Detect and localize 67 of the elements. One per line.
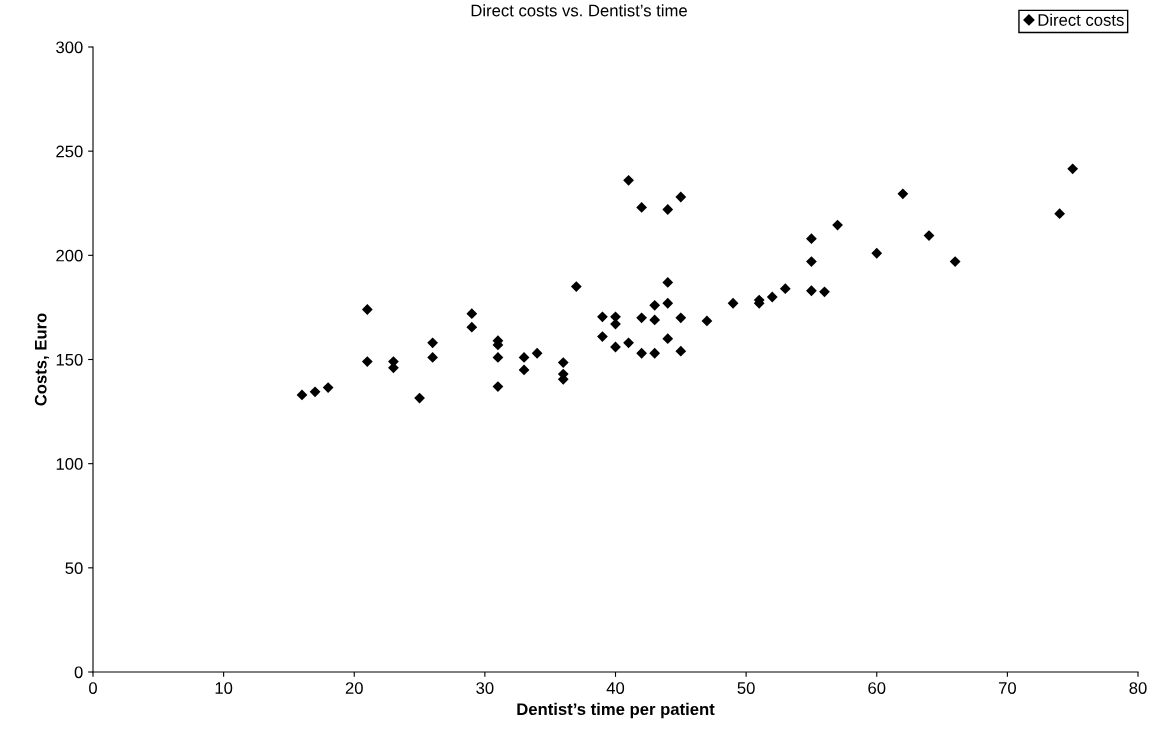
y-axis-title: Costs, Euro — [34, 313, 50, 406]
point — [649, 314, 661, 326]
x-tick-label: 60 — [868, 682, 886, 694]
y-tick-label: 250 — [56, 145, 83, 158]
point — [427, 352, 438, 363]
y-tick-label: 50 — [65, 562, 83, 575]
point — [636, 202, 647, 213]
x-tick-label: 70 — [998, 682, 1016, 694]
y-tick-label: 300 — [56, 41, 83, 54]
point — [949, 256, 961, 267]
point — [636, 312, 647, 324]
point — [361, 304, 373, 315]
x-tick-label: 30 — [476, 682, 494, 694]
point — [806, 233, 817, 245]
point — [662, 297, 674, 309]
point — [675, 191, 687, 203]
point — [1067, 163, 1079, 175]
x-tick-label: 80 — [1129, 682, 1147, 694]
point — [361, 356, 373, 367]
point — [649, 347, 661, 359]
point — [427, 337, 438, 349]
point — [779, 283, 791, 295]
point — [806, 285, 817, 297]
point — [675, 312, 687, 324]
y-tick-label: 0 — [74, 666, 83, 679]
point — [531, 347, 543, 359]
point — [806, 256, 817, 267]
x-tick-label: 10 — [215, 682, 233, 694]
y-tick-label: 200 — [56, 249, 83, 262]
point — [597, 311, 608, 323]
point — [570, 281, 582, 292]
point — [871, 247, 883, 259]
point — [897, 188, 909, 200]
point — [662, 204, 674, 215]
legend-label: Direct costs — [1038, 13, 1124, 26]
point — [623, 174, 634, 186]
point — [466, 321, 478, 333]
point — [662, 333, 674, 345]
point — [309, 386, 321, 398]
x-axis-title: Dentist’s time per patient — [517, 702, 715, 719]
chart-title: Direct costs vs. Dentist’s time — [471, 4, 687, 17]
point — [636, 347, 647, 359]
point — [322, 382, 334, 393]
point — [492, 381, 504, 392]
point — [557, 357, 569, 368]
x-tick-label: 50 — [737, 682, 755, 694]
point — [623, 337, 634, 349]
point — [518, 364, 530, 376]
point — [466, 308, 478, 320]
x-tick-label: 40 — [606, 682, 625, 694]
point — [727, 297, 739, 309]
point — [597, 331, 608, 342]
y-tick-label: 100 — [56, 458, 83, 470]
point — [518, 352, 530, 363]
point — [296, 389, 308, 401]
point — [819, 286, 830, 298]
point — [649, 299, 661, 311]
point — [662, 277, 674, 288]
x-tick-label: 0 — [89, 682, 97, 694]
y-tick-label: 150 — [56, 353, 83, 366]
x-tick-label: 20 — [345, 682, 363, 694]
point — [675, 345, 687, 357]
point — [492, 352, 504, 363]
point — [832, 219, 843, 231]
point — [701, 315, 713, 327]
point — [1054, 208, 1065, 220]
point — [766, 291, 778, 303]
